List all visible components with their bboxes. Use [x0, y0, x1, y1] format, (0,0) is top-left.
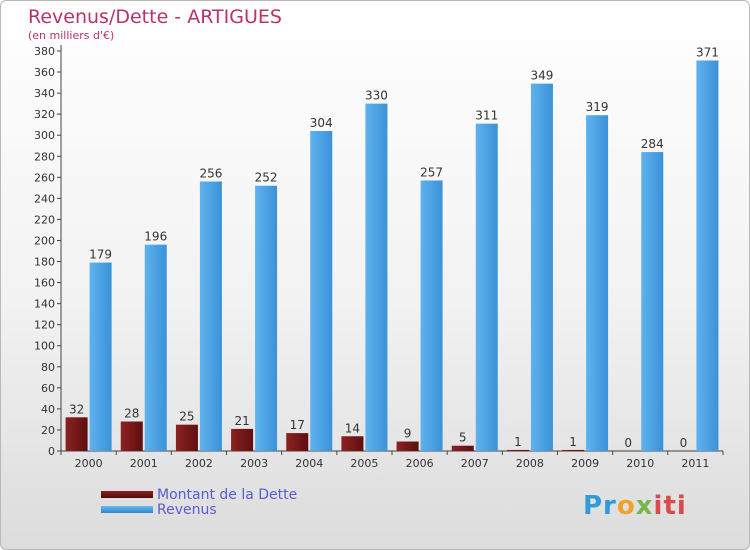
y-tick-label: 80 [41, 361, 55, 374]
data-label-revenus: 319 [586, 100, 609, 114]
bar-dette [231, 428, 254, 451]
bar-dette [341, 436, 364, 451]
data-label-revenus: 349 [530, 69, 553, 83]
data-label-revenus: 304 [310, 116, 333, 130]
data-labels: 32 179 28 196 25 256 21 252 17 304 14 330 9 257 5 311 1 3… [69, 45, 719, 450]
bar-dette [506, 449, 529, 451]
y-tick-label: 260 [34, 171, 55, 184]
data-label-revenus: 371 [696, 45, 719, 59]
y-tick-label: 40 [41, 403, 55, 416]
bar-dette [65, 417, 88, 451]
data-label-revenus: 179 [89, 248, 112, 262]
data-label-revenus: 311 [475, 109, 498, 123]
y-tick-label: 340 [34, 87, 55, 100]
y-tick-label: 60 [41, 382, 55, 395]
bar-revenus [696, 60, 719, 451]
data-label-revenus: 196 [144, 230, 167, 244]
bar-dette [451, 445, 474, 451]
bar-revenus [310, 131, 333, 451]
data-label-dette: 17 [290, 418, 305, 432]
legend-swatch-dette [101, 491, 153, 498]
legend-item-dette: Montant de la Dette [101, 486, 298, 503]
data-label-dette: 28 [124, 407, 139, 421]
y-tick-label: 360 [34, 66, 55, 79]
data-label-dette: 1 [569, 435, 577, 449]
y-tick-label: 380 [34, 45, 55, 58]
y-tick-label: 300 [34, 129, 55, 142]
bar-revenus [89, 262, 112, 451]
bar-revenus [475, 123, 498, 451]
legend-label-revenus: Revenus [157, 501, 217, 518]
legend: Montant de la Dette Revenus [101, 486, 298, 518]
bar-revenus [641, 152, 664, 452]
bar-revenus [586, 115, 609, 452]
x-tick-label: 2005 [350, 457, 378, 470]
data-label-dette: 9 [404, 427, 412, 441]
x-tick-label: 2010 [626, 457, 654, 470]
x-tick-label: 2002 [185, 457, 213, 470]
chart-unit-label: (en milliers d'€) [28, 29, 115, 42]
y-tick-label: 160 [34, 277, 55, 290]
y-tick-label: 140 [34, 298, 55, 311]
bar-dette [286, 433, 309, 451]
x-tick-label: 2011 [681, 457, 709, 470]
data-label-revenus: 330 [365, 89, 388, 103]
data-label-dette: 0 [624, 436, 632, 450]
y-tick-label: 120 [34, 319, 55, 332]
bar-revenus [365, 103, 388, 451]
bar-dette [396, 441, 419, 451]
y-tick-label: 100 [34, 340, 55, 353]
data-label-revenus: 256 [199, 167, 222, 181]
data-label-dette: 0 [680, 436, 688, 450]
x-tick-label: 2006 [406, 457, 434, 470]
y-tick-label: 200 [34, 234, 55, 247]
y-tick-label: 280 [34, 150, 55, 163]
bar-revenus [420, 180, 443, 451]
y-tick-label: 180 [34, 256, 55, 269]
data-label-dette: 5 [459, 431, 467, 445]
x-tick-label: 2007 [461, 457, 489, 470]
y-tick-label: 320 [34, 108, 55, 121]
data-label-dette: 32 [69, 402, 84, 416]
legend-item-revenus: Revenus [101, 501, 297, 518]
y-tick-label: 240 [34, 192, 55, 205]
bars [65, 60, 719, 452]
axes: 0204060801001201401601802002202402602803… [34, 45, 724, 470]
bar-dette [120, 421, 143, 451]
bar-revenus [530, 83, 553, 451]
x-tick-label: 2000 [75, 457, 103, 470]
chart-title: Revenus/Dette - ARTIGUES [28, 6, 282, 28]
y-tick-label: 220 [34, 213, 55, 226]
bar-dette [175, 424, 198, 451]
data-label-revenus: 284 [641, 137, 664, 151]
legend-label-dette: Montant de la Dette [157, 486, 298, 503]
data-label-dette: 21 [234, 414, 249, 428]
data-label-dette: 14 [345, 421, 360, 435]
bar-dette [562, 449, 585, 451]
x-tick-label: 2001 [130, 457, 158, 470]
legend-swatch-revenus [101, 506, 153, 513]
x-tick-label: 2009 [571, 457, 599, 470]
data-label-dette: 1 [514, 435, 522, 449]
x-tick-label: 2003 [240, 457, 268, 470]
x-tick-label: 2008 [516, 457, 544, 470]
data-label-dette: 25 [179, 410, 194, 424]
data-label-revenus: 252 [255, 171, 278, 185]
bar-revenus [144, 244, 167, 451]
y-tick-label: 20 [41, 424, 55, 437]
bar-revenus [255, 185, 278, 451]
x-tick-label: 2004 [295, 457, 323, 470]
data-label-revenus: 257 [420, 165, 443, 179]
bar-revenus [199, 181, 222, 452]
proxiti-logo: Proxiti [583, 491, 687, 521]
y-tick-label: 0 [48, 445, 55, 458]
